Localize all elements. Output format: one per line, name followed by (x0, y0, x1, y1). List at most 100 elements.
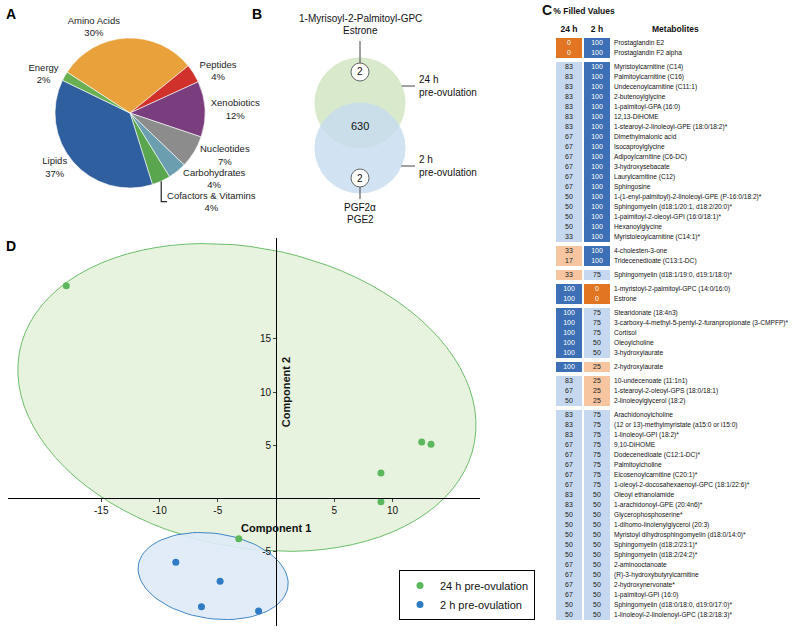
svg-text:-5: -5 (213, 505, 222, 516)
html-text:50: 50 (565, 223, 573, 230)
html-text:50: 50 (565, 203, 573, 210)
svg-text:Estrone: Estrone (343, 25, 378, 36)
svg-text:1-Myrisoyl-2-Palmitoyl-GPC: 1-Myrisoyl-2-Palmitoyl-GPC (299, 13, 422, 24)
svg-text:D: D (6, 238, 16, 254)
svg-text:10: 10 (387, 505, 399, 516)
html-text:83: 83 (565, 123, 573, 130)
html-text:100: 100 (591, 173, 603, 180)
html-text:2 h: 2 h (590, 24, 604, 34)
svg-text:Carbohydrates4%: Carbohydrates4% (183, 167, 246, 190)
html-text:100: 100 (591, 257, 603, 264)
html-text:67: 67 (565, 173, 573, 180)
svg-text:15: 15 (260, 333, 272, 344)
html-text:100: 100 (591, 49, 603, 56)
html-text:Hexanoylglycine: Hexanoylglycine (614, 223, 662, 230)
html-text:100: 100 (591, 123, 603, 130)
html-text:100: 100 (591, 203, 603, 210)
svg-text:Amino Acids30%: Amino Acids30% (68, 15, 121, 38)
html-text:Prostaglandin E2: Prostaglandin E2 (614, 39, 665, 46)
svg-text:-15: -15 (94, 505, 109, 516)
html-text:1-stearoyl-2-linoleoyl-GPE (18: 1-stearoyl-2-linoleoyl-GPE (18:0/18:2)* (614, 123, 728, 130)
svg-text:24 hpre-ovulation: 24 hpre-ovulation (419, 74, 477, 98)
html-text:1-palmitoyl-GPA (16:0): 1-palmitoyl-GPA (16:0) (614, 103, 681, 110)
html-text:100: 100 (591, 153, 603, 160)
svg-text:-5: -5 (262, 546, 271, 557)
html-text:Undecenoylcarnitine (C11:1): Undecenoylcarnitine (C11:1) (614, 83, 698, 90)
html-text:33: 33 (565, 233, 573, 240)
html-text:4-cholesten-3-one: 4-cholesten-3-one (614, 247, 668, 254)
svg-text:-10: -10 (152, 505, 167, 516)
svg-text:Component 1: Component 1 (241, 522, 311, 534)
html-text:Dimethylmalonic acid: Dimethylmalonic acid (614, 133, 677, 140)
svg-text:10: 10 (260, 387, 272, 398)
svg-text:A: A (6, 6, 16, 22)
svg-text:630: 630 (351, 120, 369, 132)
html-text:100: 100 (591, 63, 603, 70)
svg-text:Energy2%: Energy2% (28, 62, 58, 85)
svg-text:Nucleotides7%: Nucleotides7% (200, 143, 250, 166)
svg-text:PGF2α: PGF2α (344, 202, 376, 213)
html-text:Prostaglandin F2 alpha: Prostaglandin F2 alpha (614, 49, 682, 56)
svg-text:Cofactors & Vitamins4%: Cofactors & Vitamins4% (167, 190, 256, 213)
svg-text:24 h pre-ovulation: 24 h pre-ovulation (440, 580, 528, 592)
html-text:100: 100 (591, 143, 603, 150)
svg-text:5: 5 (332, 505, 338, 516)
svg-text:2 hpre-ovulation: 2 hpre-ovulation (419, 154, 477, 178)
html-text:67: 67 (565, 153, 573, 160)
svg-text:PGE2: PGE2 (347, 214, 374, 225)
html-text:67: 67 (565, 183, 573, 190)
html-text:3-hydroxysebacate: 3-hydroxysebacate (614, 163, 670, 170)
html-text:83: 83 (565, 93, 573, 100)
html-text:Laurylcarnitine (C12): Laurylcarnitine (C12) (614, 173, 676, 180)
html-text:1-palmitoyl-2-oleoyl-GPI (16:0: 1-palmitoyl-2-oleoyl-GPI (16:0/18:1)* (614, 213, 721, 220)
html-text:100: 100 (591, 133, 603, 140)
html-text:C% Filled Values: C% Filled Values (542, 2, 615, 18)
html-text:100: 100 (591, 193, 603, 200)
html-text:100: 100 (591, 223, 603, 230)
html-text:67: 67 (565, 133, 573, 140)
html-text:100: 100 (591, 163, 603, 170)
svg-text:2: 2 (357, 66, 363, 77)
svg-text:Lipids37%: Lipids37% (42, 155, 67, 178)
svg-text:Peptides4%: Peptides4% (200, 59, 237, 82)
svg-text:Xenobiotics12%: Xenobiotics12% (211, 97, 260, 120)
html-text:50: 50 (565, 193, 573, 200)
html-text:12,13-DiHOME: 12,13-DiHOME (614, 113, 659, 120)
svg-text:2: 2 (357, 173, 363, 184)
html-text:17: 17 (565, 257, 573, 264)
svg-text:Component 2: Component 2 (280, 357, 292, 427)
html-text:2-butenoylglycine: 2-butenoylglycine (614, 93, 666, 100)
html-text:67: 67 (565, 163, 573, 170)
svg-text:B: B (252, 6, 262, 22)
html-text:Isocaproylglycine: Isocaproylglycine (614, 143, 665, 150)
html-text:Palmitoylcarnitine (C16): Palmitoylcarnitine (C16) (614, 73, 684, 80)
html-text:83: 83 (565, 83, 573, 90)
html-text:Sphingosine: Sphingosine (614, 183, 651, 190)
svg-text:2 h pre-ovulation: 2 h pre-ovulation (440, 599, 522, 611)
html-text:100: 100 (591, 39, 603, 46)
html-text:33: 33 (565, 247, 573, 254)
html-text:83: 83 (565, 73, 573, 80)
html-text:100: 100 (591, 113, 603, 120)
html-text:Adipoylcarnitine (C6-DC): Adipoylcarnitine (C6-DC) (614, 153, 687, 160)
html-text:50: 50 (565, 213, 573, 220)
html-text:Sphingomyelin (d18:1/20:1, d18: Sphingomyelin (d18:1/20:1, d18:2/20:0)* (614, 203, 732, 210)
html-text:100: 100 (591, 83, 603, 90)
html-text:83: 83 (565, 113, 573, 120)
html-text:24 h: 24 h (560, 24, 578, 34)
html-text:83: 83 (565, 63, 573, 70)
html-text:1-(1-enyl-palmitoyl)-2-linoleo: 1-(1-enyl-palmitoyl)-2-linoleoyl-GPE (P-… (614, 193, 762, 200)
html-text:100: 100 (591, 213, 603, 220)
html-text:100: 100 (591, 93, 603, 100)
html-text:Metabolites: Metabolites (652, 24, 699, 34)
html-text:Myristoylcarnitine (C14): Myristoylcarnitine (C14) (614, 63, 684, 70)
html-text:100: 100 (591, 73, 603, 80)
html-text:100: 100 (591, 233, 603, 240)
html-text:Myristoleoylcarnitine (C14:1)*: Myristoleoylcarnitine (C14:1)* (614, 233, 701, 240)
html-text:100: 100 (591, 103, 603, 110)
html-text:100: 100 (591, 247, 603, 254)
html-text:100: 100 (591, 183, 603, 190)
html-text:67: 67 (565, 143, 573, 150)
svg-text:5: 5 (265, 440, 271, 451)
html-text:83: 83 (565, 103, 573, 110)
